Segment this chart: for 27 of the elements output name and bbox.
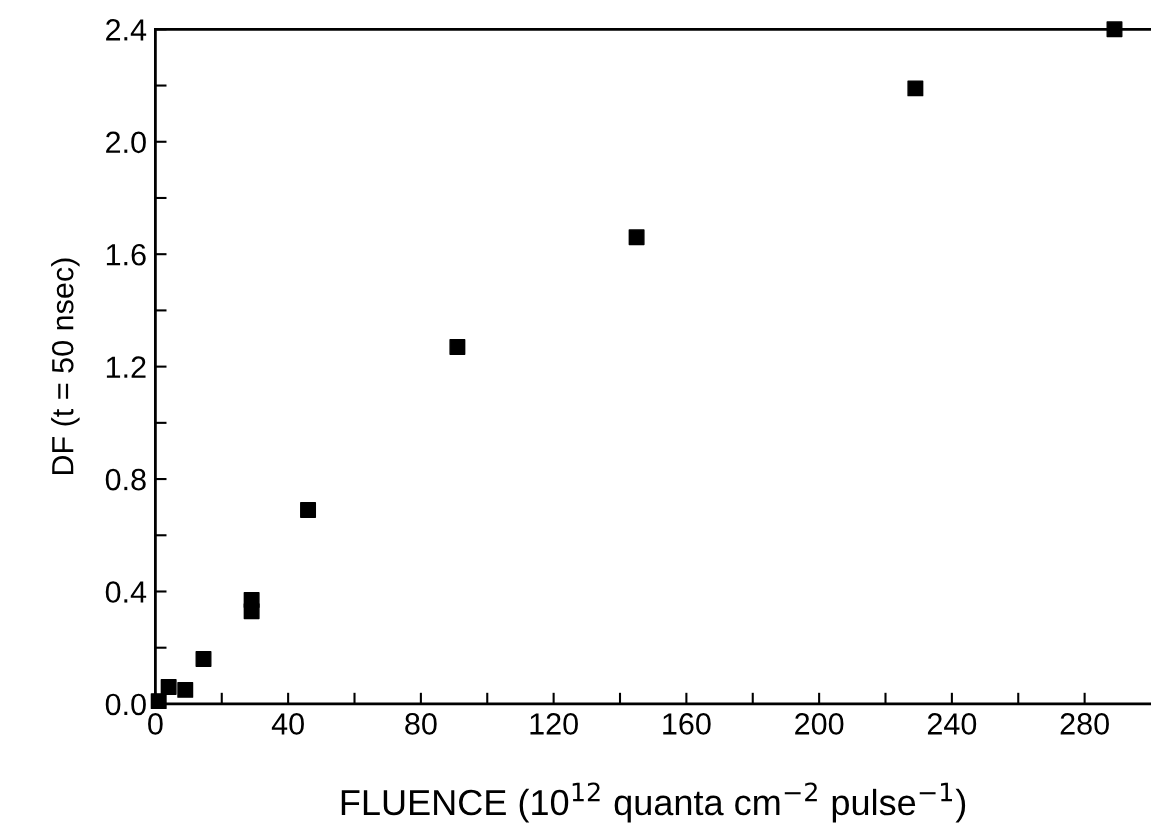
point bbox=[907, 80, 924, 97]
point bbox=[449, 338, 466, 355]
x-tick-label: 240 bbox=[927, 713, 977, 735]
point bbox=[243, 603, 260, 620]
x-tick-label: 280 bbox=[1060, 713, 1109, 735]
y-tick-label: 0.4 bbox=[105, 581, 147, 603]
point bbox=[300, 501, 317, 518]
point bbox=[1106, 21, 1123, 38]
y-tick-label: 0.8 bbox=[105, 468, 146, 491]
x-axis-title: FLUENCE (10$^{12}$ quanta cm$^{−2}$ pulse$^{−1}$) bbox=[341, 782, 966, 823]
point bbox=[150, 693, 167, 710]
x-tick-label: 120 bbox=[530, 713, 578, 735]
y-tick-label: 1.2 bbox=[106, 356, 146, 378]
point bbox=[195, 650, 212, 667]
y-tick-label: 1.6 bbox=[106, 243, 146, 266]
y-tick-label: 2.0 bbox=[106, 131, 146, 154]
x-tick-label: 200 bbox=[795, 713, 844, 735]
x-tick-label: 160 bbox=[663, 713, 711, 735]
x-tick-label: 0 bbox=[148, 713, 163, 735]
y-tick-label: 0.0 bbox=[105, 693, 146, 716]
point bbox=[160, 679, 177, 696]
point bbox=[628, 229, 645, 246]
y-tick-label: 2.4 bbox=[106, 19, 147, 41]
point bbox=[177, 681, 194, 698]
x-tick-label: 80 bbox=[405, 713, 437, 735]
y-axis-title: DF (t = 50 nsec) bbox=[51, 258, 80, 475]
x-tick-label: 40 bbox=[271, 713, 304, 735]
